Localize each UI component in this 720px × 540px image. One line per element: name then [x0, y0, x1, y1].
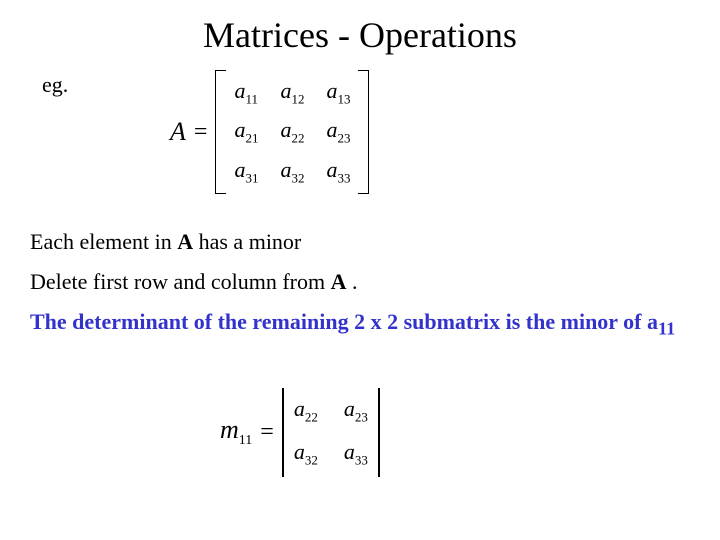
matrix-cell: a21 [234, 117, 258, 146]
minor-determinant-equation: m11 = a22 a23 a32 a33 [220, 388, 380, 477]
text-line-3-highlight: The determinant of the remaining 2 x 2 s… [30, 308, 690, 341]
matrix-equation-A: A = a11 a12 a13 a21 a22 a23 a31 a32 a33 [170, 70, 369, 194]
det-cell: a23 [344, 396, 368, 425]
page-title: Matrices - Operations [0, 0, 720, 56]
minor-lhs: m11 [220, 415, 252, 449]
matrix-body: a11 a12 a13 a21 a22 a23 a31 a32 a33 [226, 70, 358, 194]
matrix-lhs: A [170, 117, 186, 147]
matrix-cell: a22 [280, 117, 304, 146]
matrix-cell: a12 [280, 78, 304, 107]
determinant-body: a22 a23 a32 a33 [284, 388, 378, 477]
det-cell: a22 [294, 396, 318, 425]
det-bar-right [378, 388, 380, 477]
matrix-cell: a13 [326, 78, 350, 107]
matrix-cell: a11 [234, 78, 258, 107]
det-cell: a33 [344, 439, 368, 468]
text-line-2: Delete first row and column from A . [30, 268, 357, 297]
equals-sign: = [260, 419, 274, 446]
matrix-cell: a32 [280, 157, 304, 186]
matrix-cell: a33 [326, 157, 350, 186]
equals-sign: = [194, 119, 208, 146]
example-label: eg. [42, 72, 68, 98]
left-bracket [215, 70, 226, 194]
det-cell: a32 [294, 439, 318, 468]
right-bracket [358, 70, 369, 194]
matrix-cell: a23 [326, 117, 350, 146]
text-line-1: Each element in A has a minor [30, 228, 301, 257]
matrix-cell: a31 [234, 157, 258, 186]
